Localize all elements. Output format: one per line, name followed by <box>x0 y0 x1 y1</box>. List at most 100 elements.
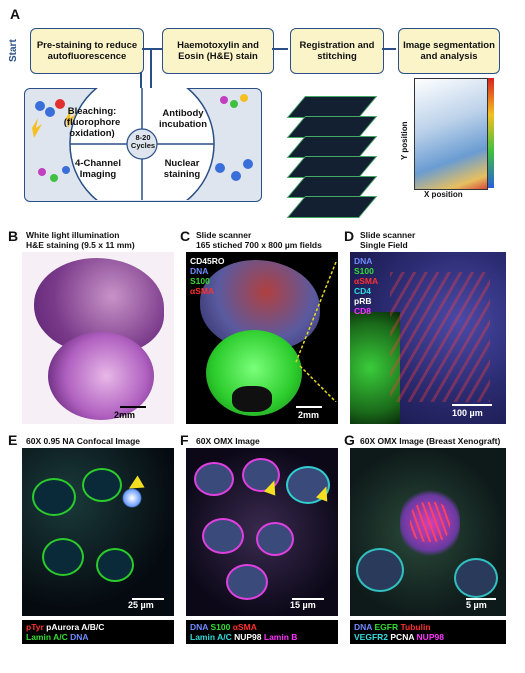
legend-row: DNA S100 αSMA <box>190 622 334 632</box>
scale-label-c: 2mm <box>298 410 320 420</box>
plot-colorbar <box>488 78 494 188</box>
caption-g: 60X OMX Image (Breast Xenograft) <box>360 436 501 446</box>
nucleus <box>454 558 498 598</box>
plot-ylabel: Y position <box>400 121 409 160</box>
nucleus <box>82 468 122 502</box>
legend-entry: Tubulin <box>400 622 431 632</box>
scale-bar-d <box>452 404 492 406</box>
bleaching-label: Bleaching: (fluorophore oxidation) <box>63 106 121 139</box>
legend-entry: S100 <box>210 622 231 632</box>
stack-layer <box>286 156 378 178</box>
channel-label: CD4 <box>354 286 372 296</box>
arrow-up <box>150 50 152 88</box>
legend-entry: EGFR <box>374 622 399 632</box>
scale-bar-f <box>292 598 324 600</box>
nucleus <box>286 466 330 504</box>
antibody-label: Antibody incubation <box>158 108 208 130</box>
tissue-void <box>232 386 272 412</box>
caption-d-line1: Slide scanner <box>360 230 416 240</box>
legend-entry: NUP98 <box>416 632 444 642</box>
panel-letter-b: B <box>8 228 19 244</box>
cycle-center <box>126 128 158 160</box>
omx-image <box>186 448 338 616</box>
legend-entry: pTyr <box>26 622 44 632</box>
channel-label: S100 <box>190 276 210 286</box>
legend-g: DNA EGFR Tubulin VEGFR2 PCNA NUP98 <box>350 620 506 644</box>
panel-letter-g: G <box>344 432 355 448</box>
stack-layer <box>286 176 378 198</box>
channel-label: pRB <box>354 296 372 306</box>
legend-e: pTyr pAurora A/B/C Lamin A/C DNA <box>22 620 174 644</box>
he-image <box>22 252 174 424</box>
legend-entry: PCNA <box>390 632 415 642</box>
scale-bar-e <box>132 598 164 600</box>
nuclear-label: Nuclear staining <box>163 158 201 180</box>
arrow-down <box>140 72 142 88</box>
panel-letter-d: D <box>344 228 355 244</box>
slide-scanner-image <box>186 252 338 424</box>
legend-entry: VEGFR2 <box>354 632 389 642</box>
channel-label: CD8 <box>354 306 372 316</box>
sma-strands <box>390 272 490 402</box>
nucleus <box>226 564 268 600</box>
scale-label-g: 5 µm <box>466 600 487 610</box>
zoom-indicator-lines <box>295 262 337 402</box>
legend-row: DNA EGFR Tubulin <box>354 622 502 632</box>
panel-letter-e: E <box>8 432 18 448</box>
stack-layer <box>286 96 378 118</box>
he-box: Haemotoxylin and Eosin (H&E) stain <box>162 28 274 74</box>
caption-b-line2: H&E staining (9.5 x 11 mm) <box>26 240 135 250</box>
scale-label-e: 25 µm <box>128 600 154 610</box>
nucleus <box>202 518 244 554</box>
scale-bar-b <box>120 406 146 408</box>
legend-entry: pAurora A/B/C <box>46 622 105 632</box>
single-field-image <box>350 252 506 424</box>
caption-c-line2: 165 stiched 700 x 800 µm fields <box>196 240 322 250</box>
channel-label: αSMA <box>190 286 215 296</box>
tubulin-spindle <box>410 502 450 542</box>
scale-label-f: 15 µm <box>290 600 316 610</box>
start-label: Start <box>8 39 19 62</box>
arrow-right-3 <box>382 48 396 50</box>
legend-entry: DNA <box>70 632 89 642</box>
legend-entry: Lamin A/C <box>26 632 68 642</box>
legend-row: pTyr pAurora A/B/C <box>26 622 170 632</box>
prestain-box: Pre-staining to reduce autofluorescence <box>30 28 144 74</box>
nucleus <box>242 458 280 492</box>
nucleus <box>194 462 234 496</box>
legend-row: Lamin A/C NUP98 Lamin B <box>190 632 334 642</box>
panel-letter-f: F <box>180 432 189 448</box>
segmentation-box: Image segmentation and analysis <box>398 28 500 74</box>
legend-entry: NUP98 <box>234 632 262 642</box>
plot-xlabel: X position <box>424 190 463 199</box>
caption-e: 60X 0.95 NA Confocal Image <box>26 436 141 446</box>
legend-f: DNA S100 αSMA Lamin A/C NUP98 Lamin B <box>186 620 338 644</box>
caption-b-line1: White light illumination <box>26 230 120 240</box>
channel-label: DNA <box>190 266 209 276</box>
scale-bar-g <box>466 598 496 600</box>
channel-label: S100 <box>354 266 374 276</box>
nucleus <box>96 548 134 582</box>
cycle-diagram <box>32 88 253 200</box>
s100-region <box>350 312 400 424</box>
legend-entry: DNA <box>354 622 373 632</box>
panel-letter-c: C <box>180 228 191 244</box>
arrow-up-turn <box>150 48 162 50</box>
legend-entry: Lamin B <box>263 632 298 642</box>
legend-row: VEGFR2 PCNA NUP98 <box>354 632 502 642</box>
channel-list-c: CD45RO DNA S100 αSMA <box>190 256 224 296</box>
imaging-label: 4-Channel Imaging <box>75 158 121 180</box>
nucleus <box>256 522 294 556</box>
segmentation-plot <box>414 78 488 190</box>
lightning-icon <box>32 118 42 138</box>
caption-c-line1: Slide scanner <box>196 230 252 240</box>
legend-entry: αSMA <box>232 622 257 632</box>
stack-layer <box>286 116 378 138</box>
registration-box: Registration and stitching <box>290 28 384 74</box>
aurora-spot <box>122 488 142 508</box>
he-tissue-lower <box>48 332 154 420</box>
channel-label: αSMA <box>354 276 379 286</box>
legend-entry: Lamin A/C <box>190 632 232 642</box>
caption-d-line2: Single Field <box>360 240 408 250</box>
caption-f: 60X OMX Image <box>196 436 260 446</box>
